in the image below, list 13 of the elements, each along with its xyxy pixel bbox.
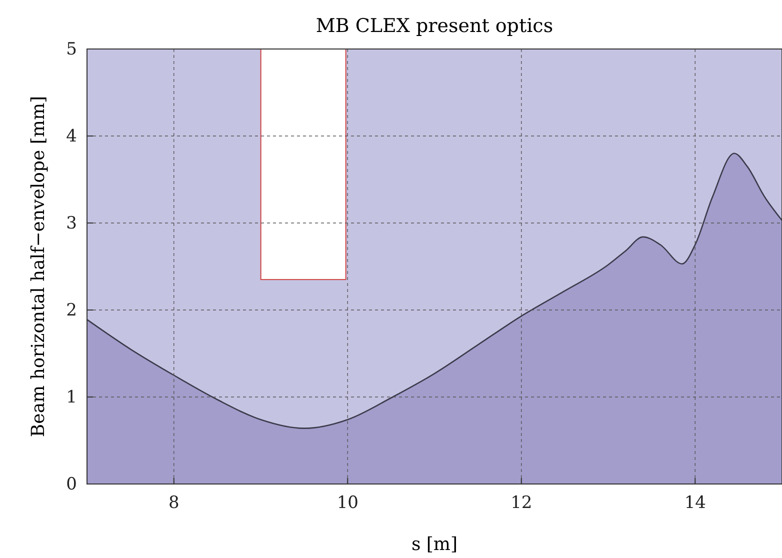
x-tick-label: 12 xyxy=(510,493,532,514)
x-tick-label: 14 xyxy=(684,493,706,514)
y-tick-label: 4 xyxy=(66,126,77,146)
y-tick-label: 3 xyxy=(66,213,77,234)
x-tick-label: 10 xyxy=(336,493,358,514)
y-tick-label: 1 xyxy=(66,387,77,408)
x-axis-title: s [m] xyxy=(411,534,458,555)
x-tick-label: 8 xyxy=(168,493,180,514)
y-tick-label: 2 xyxy=(66,300,77,320)
y-axis-title: Beam horizontal half−envelope [mm] xyxy=(28,96,49,438)
chart-title: MB CLEX present optics xyxy=(316,15,554,37)
y-tick-label: 0 xyxy=(66,474,77,494)
y-tick-label: 5 xyxy=(66,39,77,60)
